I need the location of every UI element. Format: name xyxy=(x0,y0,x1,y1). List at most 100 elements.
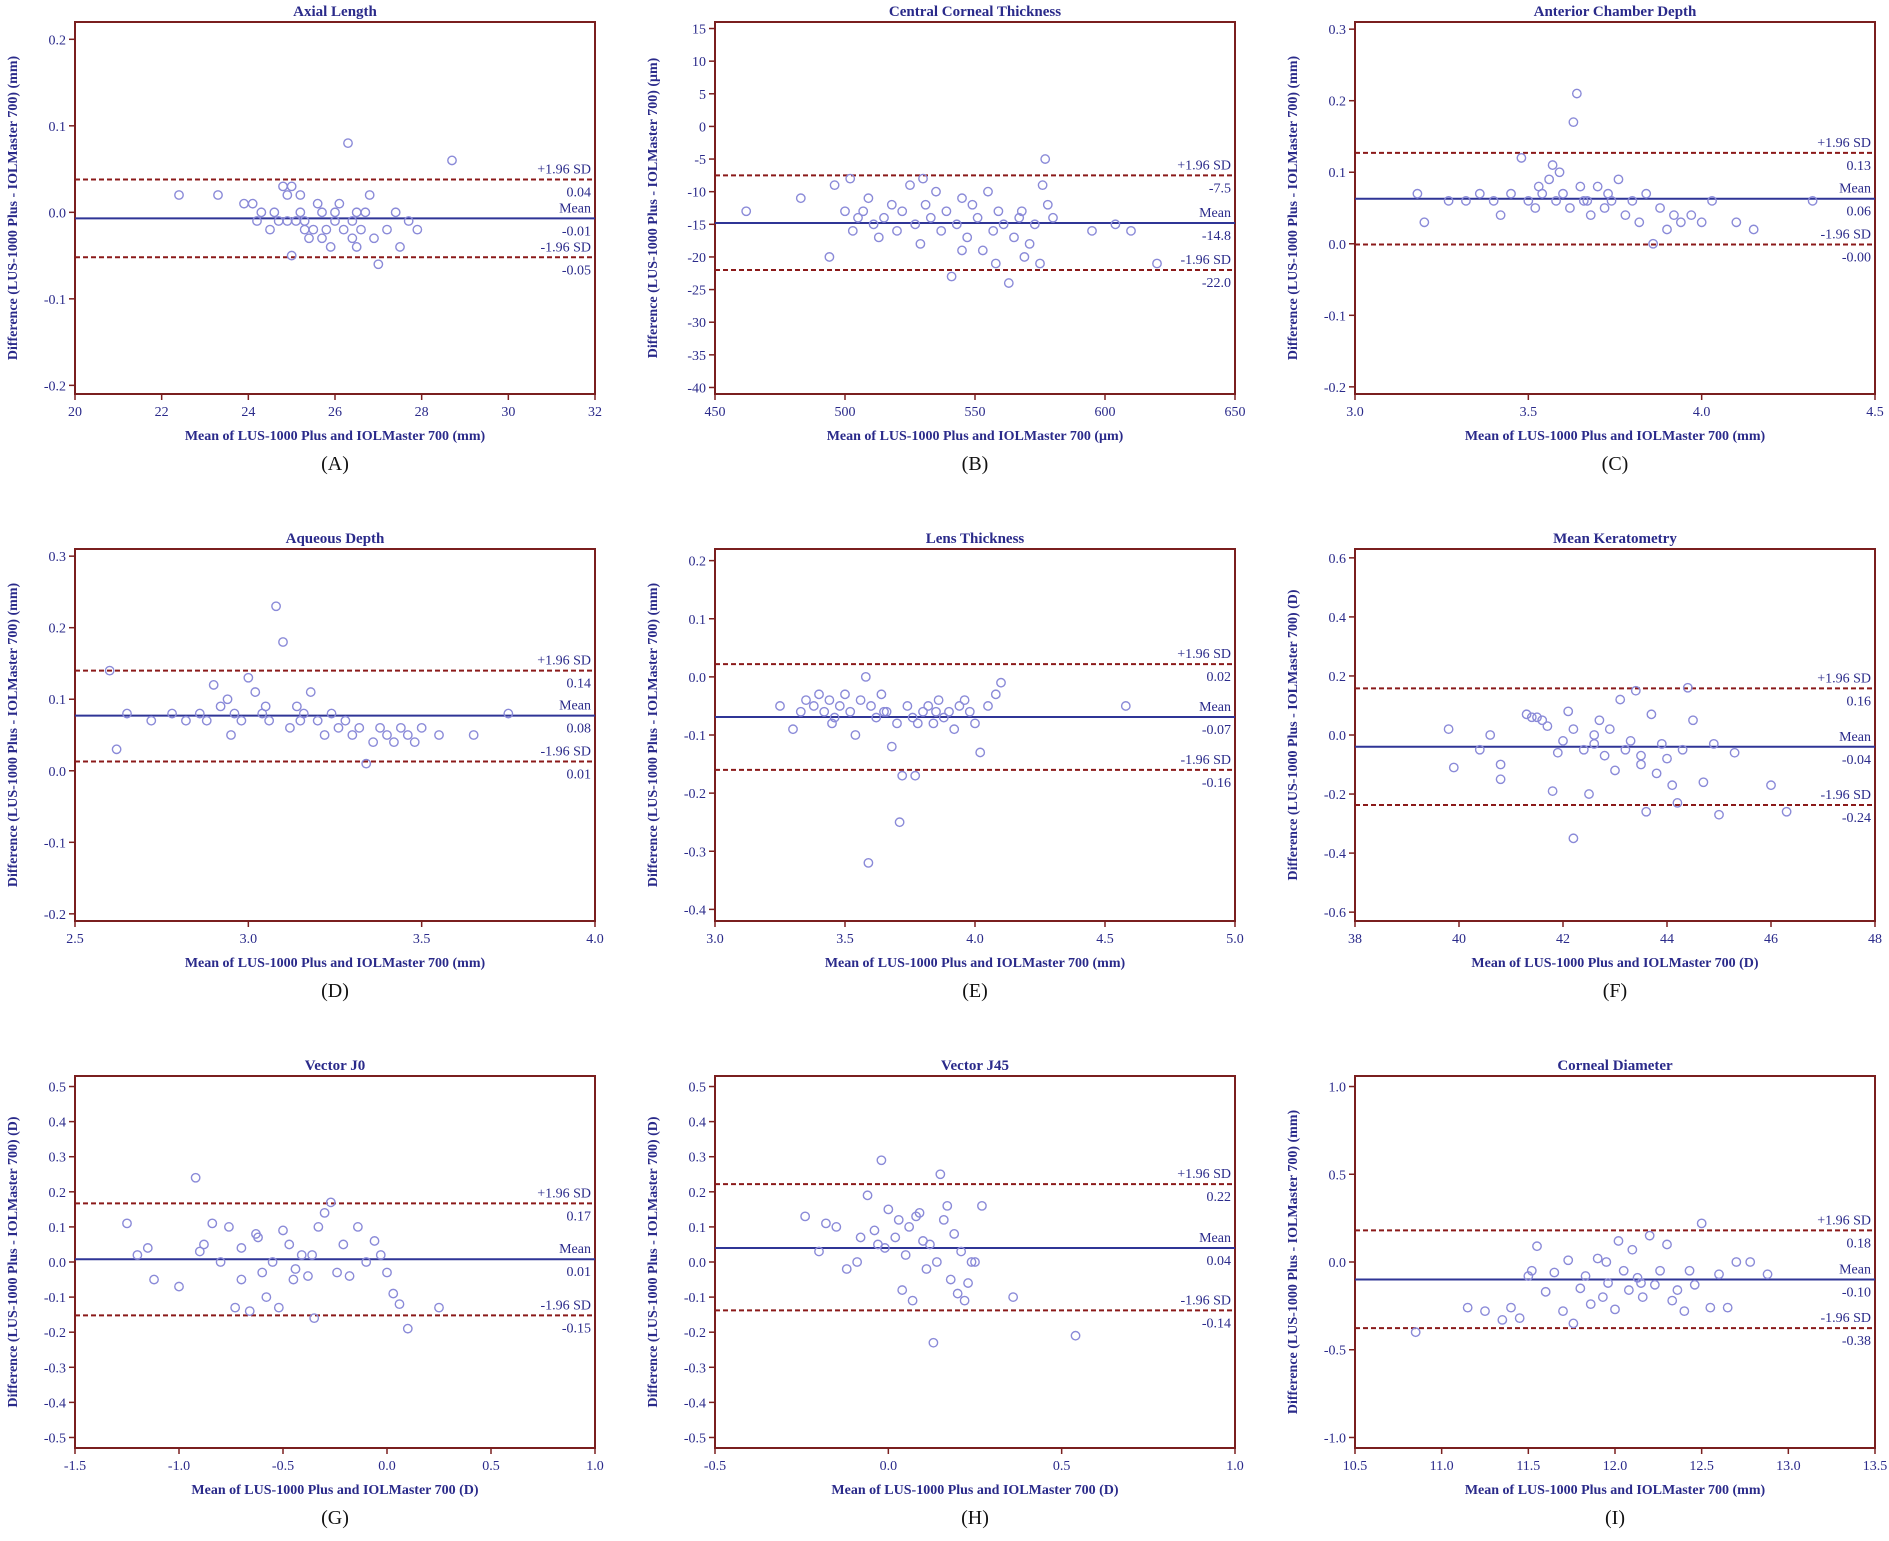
data-point xyxy=(897,1285,908,1295)
data-point xyxy=(841,1264,852,1274)
data-point xyxy=(900,1250,911,1260)
data-point xyxy=(1766,780,1776,791)
data-point xyxy=(1563,1255,1574,1266)
data-point xyxy=(243,672,254,683)
data-point xyxy=(468,730,479,740)
data-point xyxy=(879,706,889,717)
data-point xyxy=(741,206,752,217)
data-point xyxy=(1682,682,1693,693)
data-point xyxy=(1412,188,1423,199)
data-point xyxy=(869,1225,880,1236)
data-point xyxy=(993,206,1004,217)
plot-frame xyxy=(74,548,596,922)
data-point xyxy=(910,219,921,230)
x-tick-label: 3.0 xyxy=(1346,405,1364,420)
data-point xyxy=(250,687,261,697)
data-point xyxy=(295,207,306,218)
x-tick-label: 0.0 xyxy=(378,1459,396,1474)
data-point xyxy=(1035,258,1045,269)
data-point xyxy=(873,232,884,243)
data-point xyxy=(1637,1292,1648,1302)
data-point xyxy=(395,722,406,733)
y-tick-label: -40 xyxy=(687,381,706,396)
y-axis-label: Difference (LUS-1000 Plus - IOLMaster 70… xyxy=(1286,589,1301,880)
data-point xyxy=(347,233,358,244)
x-tick-label: 4.0 xyxy=(966,932,984,947)
data-point xyxy=(1048,212,1058,223)
data-point xyxy=(325,1197,336,1208)
x-axis-label: Mean of LUS-1000 Plus and IOLMaster 700 … xyxy=(185,429,486,444)
plot-frame xyxy=(714,548,1236,922)
data-point xyxy=(1443,724,1454,734)
chart-panel-6: Mean Keratometry 38 40 42 44 46 48 -0.6 -0.4 -0.2… xyxy=(1286,531,1882,1002)
data-point xyxy=(296,1250,307,1260)
data-point xyxy=(938,712,949,723)
data-point xyxy=(304,233,314,244)
x-tick-label: 550 xyxy=(965,405,986,420)
data-point xyxy=(788,724,798,735)
y-tick-label: -0.2 xyxy=(44,379,66,394)
data-point xyxy=(1662,753,1672,764)
lower-loa-value: -0.00 xyxy=(1842,250,1871,265)
data-point xyxy=(309,1313,320,1324)
data-point xyxy=(403,216,414,226)
upper-loa-value: 0.16 xyxy=(1847,694,1872,709)
data-point xyxy=(344,1271,355,1281)
data-point xyxy=(338,224,349,235)
data-point xyxy=(1620,210,1631,221)
x-tick-label: 2.5 xyxy=(66,932,84,947)
x-tick-label: -0.5 xyxy=(704,1459,726,1474)
lower-loa-label: -1.96 SD xyxy=(540,240,591,255)
data-point xyxy=(1575,181,1586,192)
data-point xyxy=(312,198,323,209)
plot-frame xyxy=(74,1075,596,1449)
upper-loa-value: 0.04 xyxy=(567,185,592,200)
plot-frame xyxy=(1354,548,1876,922)
data-point xyxy=(1448,762,1459,773)
data-point xyxy=(291,701,302,712)
plot-frame xyxy=(1354,1075,1876,1449)
data-point xyxy=(265,224,275,235)
data-point xyxy=(1688,715,1698,726)
data-point xyxy=(286,181,297,192)
y-tick-label: 0.2 xyxy=(1329,670,1347,685)
x-tick-label: 4.5 xyxy=(1866,405,1884,420)
y-tick-label: 0.3 xyxy=(689,1151,707,1166)
data-point xyxy=(1634,217,1645,228)
mean-label: Mean xyxy=(559,699,591,714)
data-point xyxy=(1646,709,1657,720)
x-tick-label: 0.5 xyxy=(1053,1459,1071,1474)
data-point xyxy=(1601,1257,1612,1267)
chart-title: Aqueous Depth xyxy=(286,531,385,547)
data-point xyxy=(914,1207,925,1218)
data-point xyxy=(834,701,845,711)
data-point xyxy=(351,242,362,252)
data-point xyxy=(1623,1285,1634,1295)
data-point xyxy=(325,242,336,252)
data-point xyxy=(1594,715,1605,726)
data-point xyxy=(1748,224,1759,235)
data-point xyxy=(852,1257,863,1267)
data-point xyxy=(361,1257,372,1267)
y-tick-label: -0.3 xyxy=(44,1361,66,1376)
data-point xyxy=(194,1246,205,1257)
data-point xyxy=(1126,225,1136,236)
data-point xyxy=(261,1292,272,1302)
data-point xyxy=(855,695,866,706)
y-axis-label: Difference (LUS-1000 Plus - IOLMaster 70… xyxy=(1286,56,1301,361)
chart-panel-2: Central Corneal Thickness 450 500 550 600 650… xyxy=(646,4,1246,475)
data-point xyxy=(247,198,258,209)
data-point xyxy=(1474,188,1485,199)
x-tick-label: 4.0 xyxy=(1693,405,1711,420)
x-tick-label: 48 xyxy=(1868,932,1882,947)
data-point xyxy=(863,857,874,868)
x-tick-label: 650 xyxy=(1225,405,1246,420)
data-point xyxy=(951,219,962,230)
data-point xyxy=(351,207,362,218)
data-point xyxy=(390,207,401,218)
x-tick-label: 4.5 xyxy=(1096,932,1114,947)
data-point xyxy=(340,715,351,726)
data-point xyxy=(1672,1285,1683,1295)
data-point xyxy=(347,730,358,740)
data-point xyxy=(1762,1269,1773,1280)
